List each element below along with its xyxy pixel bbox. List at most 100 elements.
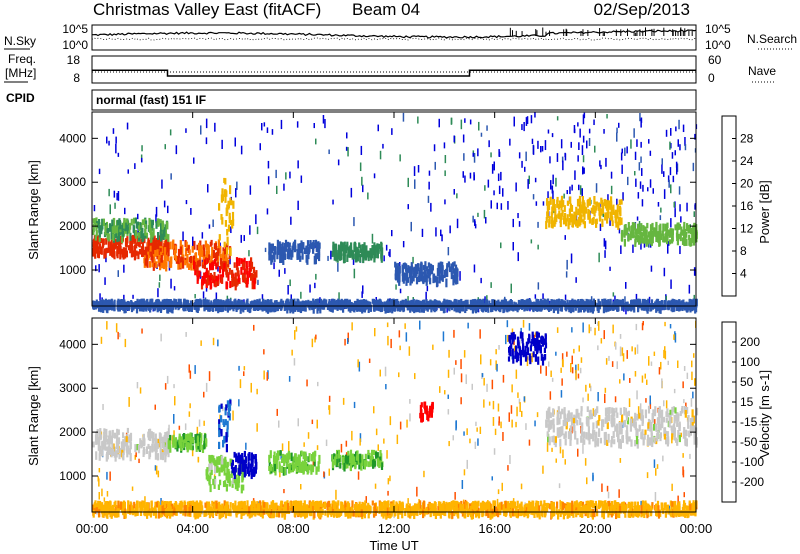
scatter-cell: [691, 371, 693, 381]
heatmap-cell: [654, 229, 657, 238]
heatmap-cell: [103, 436, 107, 446]
heatmap-cell: [397, 267, 401, 273]
heatmap-cell: [595, 218, 598, 225]
heatmap-cell: [604, 298, 607, 305]
scatter-cell: [389, 416, 392, 426]
scatter-cell: [665, 400, 668, 409]
heatmap-cell: [587, 304, 590, 313]
scatter-cell: [438, 118, 440, 128]
scatter-cell: [500, 242, 502, 249]
heatmap-cell: [614, 216, 617, 224]
heatmap-cell: [404, 272, 407, 281]
heatmap-cell: [630, 300, 633, 307]
heatmap-cell: [635, 228, 638, 238]
heatmap-cell: [407, 265, 410, 273]
scatter-cell: [653, 459, 656, 468]
scatter-cell: [528, 175, 530, 185]
heatmap-cell: [157, 299, 160, 308]
heatmap-cell: [315, 243, 318, 250]
scatter-cell: [399, 288, 402, 294]
heatmap-cell: [117, 240, 120, 250]
heatmap-cell: [220, 429, 223, 437]
scatter-cell: [674, 208, 676, 218]
heatmap-cell: [146, 259, 149, 268]
heatmap-cell: [119, 251, 122, 260]
scatter-cell: [580, 357, 583, 363]
scatter-cell: [409, 399, 411, 404]
heatmap-cell: [132, 250, 135, 257]
heatmap-cell: [646, 303, 649, 313]
heatmap-cell: [374, 249, 377, 255]
heatmap-cell: [215, 281, 218, 287]
freq-trace: [92, 69, 696, 77]
scatter-cell: [325, 439, 328, 447]
heatmap-cell: [420, 266, 423, 274]
heatmap-cell: [273, 255, 276, 263]
heatmap-cell: [160, 238, 163, 248]
heatmap-cell: [371, 245, 374, 254]
heatmap-cell: [408, 270, 411, 279]
heatmap-cell: [222, 247, 225, 253]
heatmap-cell: [634, 235, 637, 243]
scatter-cell: [675, 126, 677, 132]
heatmap-cell: [148, 303, 151, 311]
heatmap-cell: [296, 466, 299, 473]
heatmap-cell: [654, 227, 657, 234]
heatmap-cell: [514, 350, 517, 359]
scatter-cell: [500, 421, 502, 429]
scatter-cell: [621, 148, 623, 154]
heatmap-cell: [509, 299, 512, 307]
heatmap-cell: [122, 441, 125, 450]
scatter-cell: [119, 333, 121, 338]
heatmap-cell: [646, 222, 649, 229]
heatmap-cell: [160, 251, 163, 257]
heatmap-cell: [128, 448, 131, 455]
heatmap-cell: [306, 240, 310, 247]
scatter-cell: [373, 173, 376, 179]
heatmap-cell: [169, 434, 172, 441]
scatter-cell: [607, 491, 610, 499]
heatmap-cell: [93, 248, 96, 256]
scatter-cell: [520, 483, 523, 490]
noise-sky-trace: [92, 29, 697, 39]
heatmap-cell: [316, 252, 319, 260]
heatmap-cell: [570, 213, 573, 222]
heatmap-cell: [651, 236, 654, 244]
heatmap-cell: [189, 432, 192, 441]
heatmap-cell: [247, 461, 250, 469]
scatter-cell: [583, 112, 586, 119]
heatmap-cell: [495, 300, 498, 308]
heatmap-cell: [161, 299, 164, 308]
heatmap-cell: [359, 453, 362, 463]
heatmap-cell: [386, 304, 389, 313]
scatter-cell: [188, 411, 191, 417]
scatter-cell: [575, 277, 577, 283]
heatmap-cell: [570, 205, 574, 212]
heatmap-cell: [589, 433, 592, 440]
scatter-cell: [600, 338, 603, 344]
heatmap-cell: [367, 453, 370, 460]
heatmap-cell: [401, 268, 404, 277]
heatmap-cell: [373, 247, 376, 253]
scatter-cell: [671, 483, 673, 491]
scatter-cell: [239, 379, 242, 389]
scatter-cell: [563, 193, 565, 199]
heatmap-cell: [297, 243, 300, 251]
heatmap-cell: [526, 347, 530, 356]
scatter-cell: [582, 397, 584, 403]
heatmap-cell: [664, 233, 667, 242]
heatmap-cell: [127, 245, 130, 251]
heatmap-cell: [349, 245, 352, 254]
scatter-cell: [524, 166, 526, 172]
heatmap-cell: [636, 440, 639, 449]
colorbar-tick-label: 24: [740, 154, 754, 168]
scatter-cell: [443, 142, 446, 149]
heatmap-cell: [374, 300, 377, 308]
heatmap-cell: [208, 454, 211, 462]
heatmap-cell: [205, 300, 208, 309]
heatmap-cell: [117, 301, 120, 308]
scatter-cell: [243, 371, 245, 377]
scatter-cell: [466, 459, 468, 469]
heatmap-cell: [439, 302, 442, 309]
scatter-cell: [636, 216, 639, 221]
